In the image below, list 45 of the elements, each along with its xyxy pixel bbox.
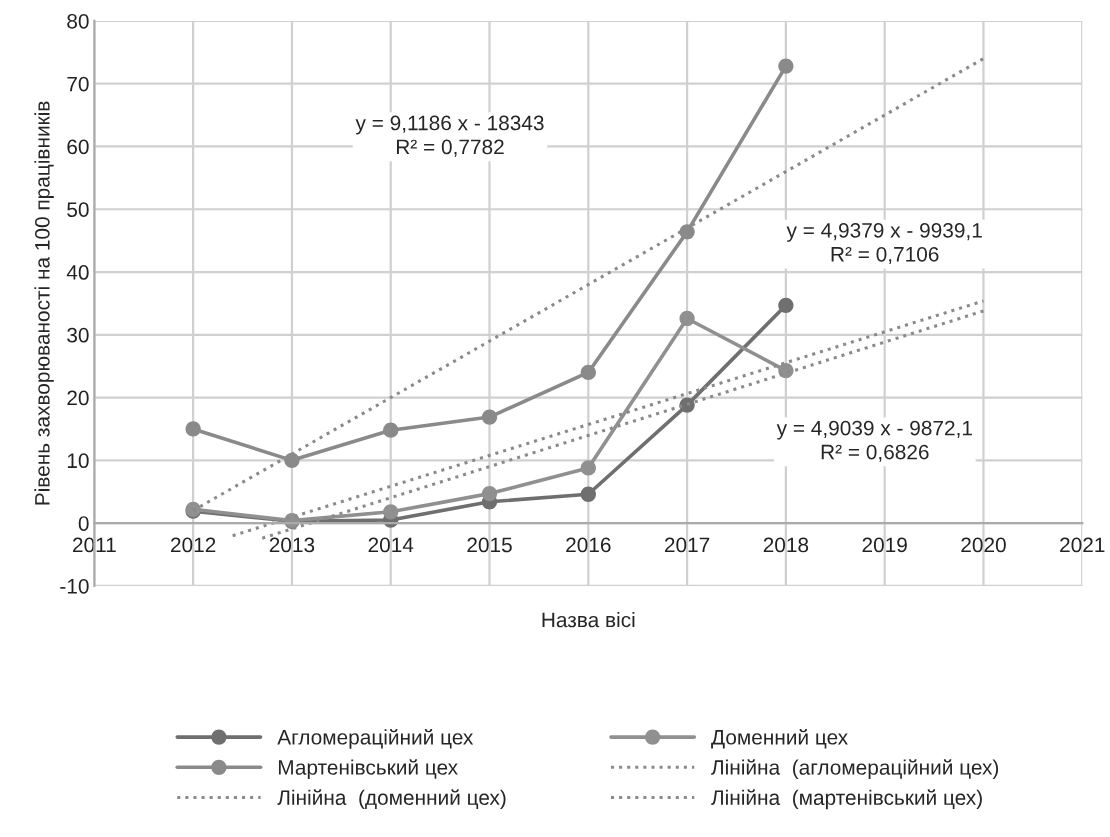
x-tick-label: 2018 (763, 537, 809, 553)
y-tick-label: 50 (67, 202, 89, 217)
y-tick-label: 0 (78, 516, 89, 531)
x-axis-title: Назва вісі (542, 611, 635, 628)
point (481, 485, 498, 502)
point (481, 409, 498, 425)
point (679, 310, 695, 327)
annotation: y = 4,9039 x - 9872,1 R² = 0,6826 (776, 420, 972, 462)
y-tick-label: 70 (67, 76, 89, 92)
legend-label: Доменний цех (711, 728, 848, 749)
y-tick-label: 60 (67, 139, 89, 155)
legend-label: Лінійна (мартенівський цех) (711, 789, 982, 810)
legend-label: Лінійна (доменний цех) (277, 789, 506, 810)
y-tick-label: 20 (67, 390, 89, 406)
annotation: y = 4,9379 x - 9939,1 R² = 0,7106 (786, 222, 982, 265)
x-tick-label: 2013 (269, 537, 315, 553)
x-tick-label: 2020 (961, 537, 1006, 553)
x-tick-label: 2014 (368, 537, 414, 553)
point (185, 421, 201, 437)
y-tick-label: -10 (60, 578, 89, 594)
y-axis-title: Рівень захворюваності на 100 працівників (34, 101, 54, 505)
y-tick-label: 30 (67, 327, 89, 343)
x-tick-label: 2021 (1060, 537, 1105, 553)
annotation: y = 9,1186 x - 18343 R² = 0,7782 (355, 115, 544, 157)
point (580, 486, 596, 502)
point (383, 422, 399, 438)
x-tick-label: 2012 (171, 537, 216, 553)
x-tick-label: 2011 (73, 537, 116, 553)
point (679, 224, 695, 240)
x-tick-label: 2019 (862, 537, 907, 553)
y-tick-label: 80 (67, 13, 89, 29)
point (778, 297, 794, 313)
x-tick-label: 2015 (467, 537, 512, 553)
y-tick-label: 10 (67, 453, 89, 469)
point (580, 364, 596, 381)
x-tick-label: 2016 (566, 537, 611, 553)
y-tick-label: 40 (66, 265, 89, 280)
legend-label: Мартенівський цех (278, 759, 458, 779)
legend-label: Лінійна (агломераційний цех) (711, 759, 999, 779)
point (580, 460, 596, 476)
legend-label: Агломераційний цех (277, 728, 474, 749)
point (284, 452, 300, 468)
point (383, 504, 399, 520)
point (778, 58, 794, 74)
x-tick-label: 2017 (664, 537, 710, 553)
